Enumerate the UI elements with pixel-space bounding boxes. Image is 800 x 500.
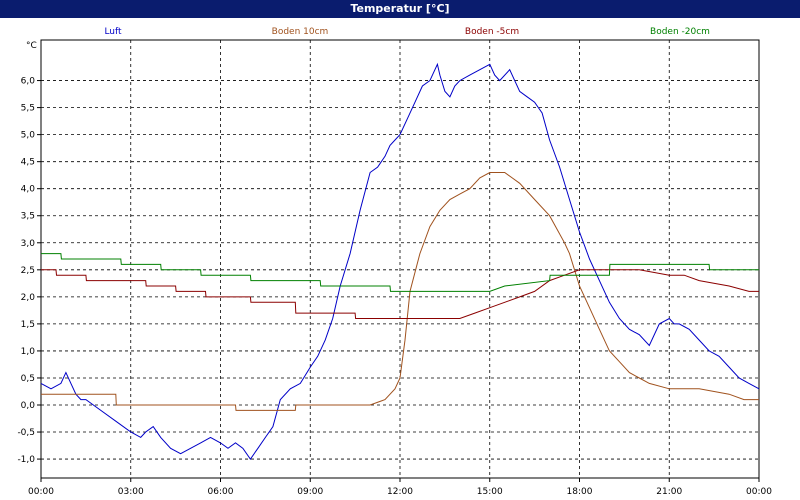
y-tick-label: 5,0 — [21, 131, 36, 141]
legend-entry: Boden 10cm — [272, 27, 329, 37]
x-tick-time-label: 12:00 — [387, 487, 413, 497]
series-line-luft — [40, 62, 760, 460]
y-tick-label: 3,0 — [21, 239, 36, 249]
series-line-boden-20cm — [41, 253, 759, 292]
y-tick-label: 5,5 — [21, 104, 35, 114]
y-axis-tick-labels: 6,0 5,5 5,0 4,5 4,0 3,5 3,0 2,5 2,0 1,5 1,0 0,5 0,0 -… — [17, 77, 41, 465]
series-line-boden-10cm — [41, 172, 759, 411]
x-axis-tick-labels: 00:0021.02.1803:0021.02.1806:0021.02.180… — [28, 478, 772, 497]
x-tick-time-label: 06:00 — [208, 487, 234, 497]
y-tick-label: -0,5 — [17, 428, 35, 438]
x-tick-time-label: 03:00 — [118, 487, 144, 497]
y-tick-label: 4,5 — [21, 158, 35, 168]
y-tick-label: -1,0 — [17, 455, 35, 465]
grid-lines — [41, 40, 759, 478]
temperature-chart: 6,0 5,5 5,0 4,5 4,0 3,5 3,0 2,5 2,0 1,5 1,0 0,5 0,0 -… — [17, 27, 772, 497]
y-axis-label: °C — [26, 41, 37, 51]
chart-title: Temperatur [°C] — [0, 0, 800, 18]
y-tick-label: 3,5 — [21, 212, 35, 222]
y-tick-label: 2,5 — [21, 266, 35, 276]
legend-entry: Boden -5cm — [465, 27, 519, 37]
x-tick-time-label: 00:00 — [28, 487, 54, 497]
y-tick-label: 0,5 — [21, 374, 35, 384]
y-tick-label: 4,0 — [21, 185, 36, 195]
x-tick-time-label: 21:00 — [656, 487, 682, 497]
y-tick-label: 1,0 — [21, 347, 36, 357]
legend-entry: Luft — [104, 27, 122, 37]
y-tick-label: 1,5 — [21, 320, 35, 330]
y-tick-label: 0,0 — [21, 401, 36, 411]
legend: Luft Boden 10cm Boden -5cm Boden -20cm — [104, 27, 710, 37]
series-line-boden-5cm — [41, 269, 759, 319]
legend-entry: Boden -20cm — [650, 27, 710, 37]
x-tick-time-label: 00:00 — [746, 487, 772, 497]
y-tick-label: 2,0 — [21, 293, 36, 303]
x-tick-time-label: 18:00 — [567, 487, 593, 497]
x-tick-time-label: 15:00 — [477, 487, 503, 497]
y-tick-label: 6,0 — [21, 77, 36, 87]
series-lines — [40, 62, 760, 460]
x-tick-time-label: 09:00 — [297, 487, 323, 497]
